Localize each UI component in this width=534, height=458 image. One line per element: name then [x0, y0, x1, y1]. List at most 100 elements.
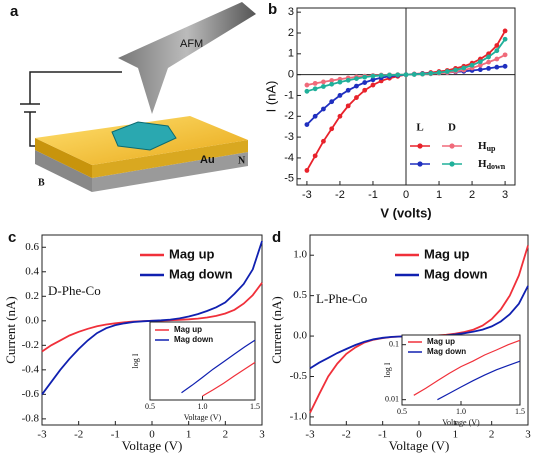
legend-label: Mag up — [174, 325, 202, 334]
magnet-front — [92, 152, 248, 192]
legend-label: Mag down — [169, 266, 233, 281]
x-tick-label: -3 — [37, 428, 47, 440]
data-point — [420, 71, 425, 77]
data-point — [428, 70, 434, 76]
panel-label: b — [268, 1, 277, 18]
y-tick-label: -5 — [284, 173, 294, 185]
x-tick-label: 2 — [223, 428, 229, 440]
data-point — [321, 138, 326, 144]
y-tick-label: -4 — [284, 152, 294, 164]
data-point — [411, 72, 417, 77]
x-tick-label: 1 — [436, 189, 442, 201]
y-axis-label: I (nA) — [263, 81, 278, 113]
legend-label: Mag up — [169, 246, 215, 261]
legend-label: Mag down — [424, 266, 488, 281]
data-point — [321, 79, 326, 85]
panel-label: c — [8, 229, 16, 246]
legend-marker — [417, 161, 423, 167]
plot-frame — [401, 334, 521, 406]
data-point — [321, 84, 326, 89]
data-point — [362, 87, 368, 93]
illustration: AFM Au B N a — [10, 2, 256, 192]
legend-marker — [417, 143, 423, 149]
y-tick-label: 1 — [288, 48, 294, 60]
annotation: D-Phe-Co — [48, 283, 101, 298]
data-point — [370, 77, 376, 83]
crystal — [111, 121, 177, 151]
data-point — [312, 153, 318, 159]
data-point — [329, 99, 335, 105]
x-tick-label: 0.5 — [397, 407, 407, 416]
data-point — [461, 65, 467, 71]
x-tick-label: -1 — [368, 189, 378, 201]
data-point — [354, 83, 359, 89]
data-point — [494, 56, 500, 62]
x-tick-label: 0 — [416, 428, 422, 440]
x-axis-label: V (volts) — [380, 205, 431, 220]
y-tick-label: -2 — [284, 110, 294, 122]
x-tick-label: 1.5 — [250, 402, 260, 411]
data-point — [444, 69, 450, 74]
y-tick-label: -1 — [284, 89, 294, 101]
data-point — [477, 62, 483, 68]
data-point — [362, 74, 368, 80]
series-line — [181, 339, 256, 394]
y-axis-label: log I — [383, 362, 392, 377]
legend-column: D — [448, 122, 456, 134]
series-line — [202, 361, 256, 397]
x-tick-label: 0.5 — [145, 402, 155, 411]
y-tick-label: 0.0 — [293, 330, 307, 342]
data-point — [321, 106, 326, 112]
y-axis-label: log I — [131, 353, 140, 368]
y-tick-label: -1.0 — [290, 410, 308, 422]
data-point — [502, 52, 508, 58]
x-tick-label: -2 — [335, 189, 345, 201]
legend-marker — [449, 143, 455, 149]
x-tick-label: -2 — [74, 428, 83, 440]
data-point — [387, 72, 392, 78]
legend-row-subscript: up — [487, 144, 496, 153]
series-line — [413, 339, 521, 396]
x-tick-label: 2 — [489, 428, 495, 440]
data-point — [370, 82, 376, 88]
data-point — [345, 77, 351, 83]
y-tick-label: 0.6 — [25, 241, 39, 253]
x-axis-label: Voltage (V) — [442, 418, 480, 427]
x-axis-label: Voltage (V) — [389, 438, 450, 453]
panel-label: a — [10, 3, 19, 20]
x-tick-label: -1 — [111, 428, 120, 440]
data-point — [502, 28, 508, 34]
x-axis-label: Voltage (V) — [122, 438, 183, 453]
x-tick-label: 3 — [525, 428, 531, 440]
data-point — [395, 72, 401, 78]
data-point — [494, 43, 500, 48]
data-point — [304, 82, 310, 88]
data-point — [345, 87, 351, 93]
data-point — [370, 73, 376, 79]
data-point — [345, 103, 351, 109]
data-point — [304, 122, 310, 128]
circuit — [20, 71, 122, 147]
data-point — [337, 79, 343, 85]
data-point — [469, 62, 475, 68]
y-tick-label: 1.0 — [293, 249, 307, 261]
data-point — [312, 86, 318, 92]
legend-row: Hup — [478, 140, 496, 153]
legend-marker — [449, 161, 455, 167]
data-point — [486, 65, 491, 71]
legend-row-subscript: down — [487, 162, 506, 171]
y-tick-label: -0.6 — [22, 388, 40, 400]
x-tick-label: 1 — [453, 428, 459, 440]
x-tick-label: 3 — [502, 189, 508, 201]
data-point — [477, 67, 483, 73]
pole-right: N — [238, 155, 246, 166]
y-tick-label: -0.8 — [22, 412, 40, 424]
gold-front — [92, 140, 248, 178]
data-point — [354, 76, 359, 81]
data-point — [486, 59, 491, 65]
panel-label: d — [272, 229, 281, 246]
y-tick-label: 3 — [288, 6, 294, 18]
legend-row-label: H — [478, 140, 487, 152]
x-tick-label: -3 — [305, 428, 315, 440]
x-tick-label: -3 — [302, 189, 312, 201]
